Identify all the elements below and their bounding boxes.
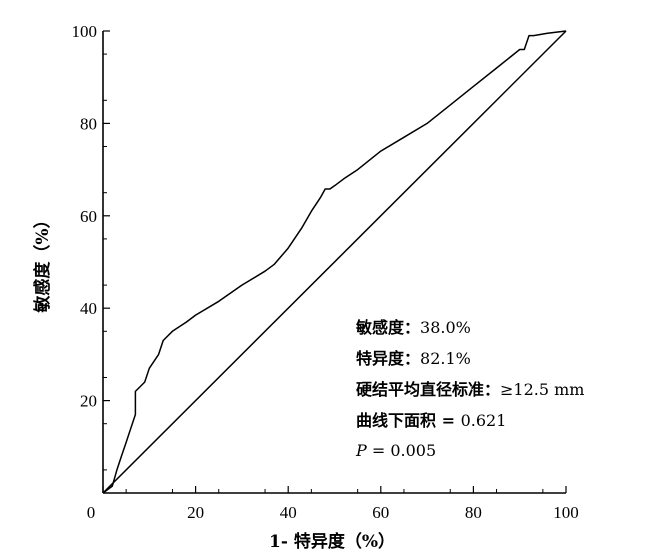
reference-diagonal [102, 30, 567, 494]
ticks [102, 30, 567, 493]
annotation-p-value-text: = 0.005 [367, 441, 436, 460]
y-tick-label: 80 [80, 114, 97, 133]
annotation-sensitivity: 敏感度：38.0% [355, 318, 471, 337]
x-axis-title: 1- 特异度（%） [269, 531, 395, 552]
y-tick-label: 60 [80, 207, 97, 226]
x-tick-label: 20 [187, 503, 204, 522]
annotation-criterion-label: 硬结平均直径标准： [356, 380, 500, 399]
annotation-specificity-label: 特异度： [356, 349, 420, 368]
annotation-auc-value: 0.621 [461, 411, 507, 430]
annotation-p-label: P [355, 441, 367, 460]
x-tick-label: 40 [280, 503, 297, 522]
annotation-sensitivity-label: 敏感度： [355, 318, 420, 337]
annotation-specificity: 特异度：82.1% [356, 349, 471, 368]
y-tick-label: 40 [80, 299, 97, 318]
roc-curve [102, 30, 567, 494]
annotation-specificity-value: 82.1% [420, 349, 471, 368]
axes [102, 31, 566, 494]
annotation-box: 敏感度：38.0% 特异度：82.1% 硬结平均直径标准：≥12.5 mm 曲线… [355, 318, 584, 460]
x-tick-label: 100 [553, 503, 579, 522]
tick-labels: 0 20 40 60 80 100 20 40 60 80 100 [72, 22, 579, 522]
y-axis-title: 敏感度（%） [32, 211, 53, 313]
x-tick-label: 0 [87, 503, 96, 522]
annotation-sensitivity-value: 38.0% [420, 318, 471, 337]
y-tick-label: 20 [80, 392, 97, 411]
annotation-auc-label: 曲线下面积 = [356, 411, 461, 430]
y-tick-label: 100 [72, 22, 98, 41]
annotation-criterion: 硬结平均直径标准：≥12.5 mm [356, 380, 584, 399]
annotation-criterion-value: ≥12.5 mm [500, 380, 584, 399]
series [102, 30, 567, 494]
annotation-p-value: P = 0.005 [355, 441, 436, 460]
x-tick-label: 80 [465, 503, 482, 522]
x-tick-label: 60 [372, 503, 389, 522]
annotation-auc: 曲线下面积 = 0.621 [356, 411, 506, 430]
